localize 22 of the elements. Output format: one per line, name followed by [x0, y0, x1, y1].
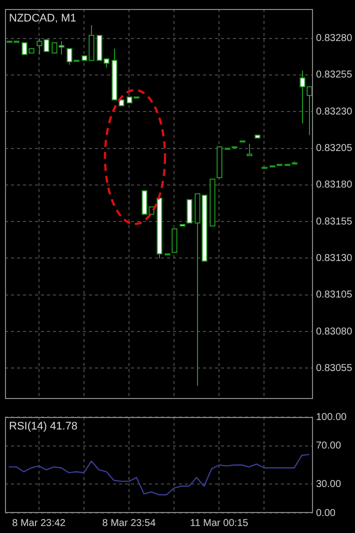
x-tick-label: 8 Mar 23:42 — [12, 518, 66, 529]
y-tick-label: 0.83230 — [316, 106, 353, 118]
candlestick — [246, 143, 252, 156]
chart-title: NZDCAD, M1 — [9, 12, 76, 25]
y-tick-label: 0.83280 — [316, 33, 353, 44]
y-tick-label: 0.00 — [316, 508, 336, 519]
y-tick-label: 70.00 — [316, 440, 342, 452]
y-tick-label: 0.83105 — [316, 290, 353, 301]
x-tick-label: 8 Mar 23:54 — [102, 518, 156, 529]
candlestick — [186, 199, 192, 224]
y-tick-label: 0.83155 — [316, 216, 353, 228]
y-tick-label: 0.83255 — [316, 70, 353, 81]
y-tick-label: 30.00 — [316, 478, 342, 490]
y-tick-label: 0.83130 — [316, 253, 353, 264]
x-tick-label: 11 Mar 00:15 — [190, 518, 249, 529]
candlestick — [172, 228, 178, 253]
y-tick-label: 0.83180 — [316, 180, 353, 191]
y-tick-label: 100.00 — [316, 412, 348, 423]
y-tick-label: 0.83080 — [316, 326, 353, 338]
chart-title: RSI(14) 41.78 — [9, 420, 78, 433]
y-tick-label: 0.83205 — [316, 143, 353, 154]
y-tick-label: 0.83055 — [316, 362, 353, 374]
